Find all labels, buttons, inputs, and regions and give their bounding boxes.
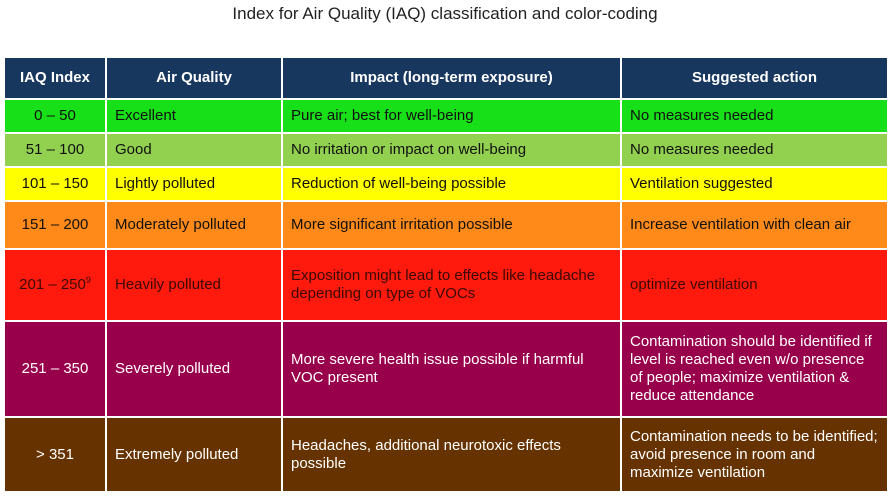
air-quality-cell: Good bbox=[105, 132, 283, 168]
impact-cell: More severe health issue possible if har… bbox=[281, 320, 622, 418]
iaq-index-value: 201 – 250 bbox=[19, 276, 86, 293]
table-row: 201 – 2509 Heavily polluted Exposition m… bbox=[3, 248, 889, 322]
air-quality-cell: Severely polluted bbox=[105, 320, 283, 418]
table-row: 101 – 150 Lightly polluted Reduction of … bbox=[3, 166, 889, 202]
header-air-quality: Air Quality bbox=[105, 56, 283, 100]
air-quality-cell: Lightly polluted bbox=[105, 166, 283, 202]
impact-cell: Pure air; best for well-being bbox=[281, 98, 622, 134]
table-row: 0 – 50 Excellent Pure air; best for well… bbox=[3, 98, 889, 134]
impact-cell: Exposition might lead to effects like he… bbox=[281, 248, 622, 322]
action-cell: Ventilation suggested bbox=[620, 166, 889, 202]
air-quality-cell: Moderately polluted bbox=[105, 200, 283, 250]
action-cell: No measures needed bbox=[620, 132, 889, 168]
iaq-index-cell: > 351 bbox=[3, 416, 107, 493]
air-quality-cell: Excellent bbox=[105, 98, 283, 134]
iaq-index-cell: 151 – 200 bbox=[3, 200, 107, 250]
table-row: 151 – 200 Moderately polluted More signi… bbox=[3, 200, 889, 250]
page-title: Index for Air Quality (IAQ) classificati… bbox=[232, 4, 658, 23]
iaq-table: IAQ Index Air Quality Impact (long-term … bbox=[3, 56, 889, 493]
table-row: 51 – 100 Good No irritation or impact on… bbox=[3, 132, 889, 168]
header-suggested-action: Suggested action bbox=[620, 56, 889, 100]
header-iaq-index: IAQ Index bbox=[3, 56, 107, 100]
action-cell: optimize ventilation bbox=[620, 248, 889, 322]
header-impact: Impact (long-term exposure) bbox=[281, 56, 622, 100]
footnote-marker: 9 bbox=[85, 275, 91, 285]
iaq-index-cell: 51 – 100 bbox=[3, 132, 107, 168]
table-row: > 351 Extremely polluted Headaches, addi… bbox=[3, 416, 889, 493]
table-row: 251 – 350 Severely polluted More severe … bbox=[3, 320, 889, 418]
iaq-index-cell: 201 – 2509 bbox=[3, 248, 107, 322]
impact-cell: Reduction of well-being possible bbox=[281, 166, 622, 202]
air-quality-cell: Heavily polluted bbox=[105, 248, 283, 322]
iaq-index-cell: 101 – 150 bbox=[3, 166, 107, 202]
action-cell: Contamination should be identified if le… bbox=[620, 320, 889, 418]
impact-cell: No irritation or impact on well-being bbox=[281, 132, 622, 168]
impact-cell: More significant irritation possible bbox=[281, 200, 622, 250]
action-cell: Increase ventilation with clean air bbox=[620, 200, 889, 250]
action-cell: Contamination needs to be identified; av… bbox=[620, 416, 889, 493]
action-cell: No measures needed bbox=[620, 98, 889, 134]
impact-cell: Headaches, additional neurotoxic effects… bbox=[281, 416, 622, 493]
table-header-row: IAQ Index Air Quality Impact (long-term … bbox=[3, 56, 889, 100]
iaq-index-cell: 251 – 350 bbox=[3, 320, 107, 418]
air-quality-cell: Extremely polluted bbox=[105, 416, 283, 493]
iaq-index-cell: 0 – 50 bbox=[3, 98, 107, 134]
